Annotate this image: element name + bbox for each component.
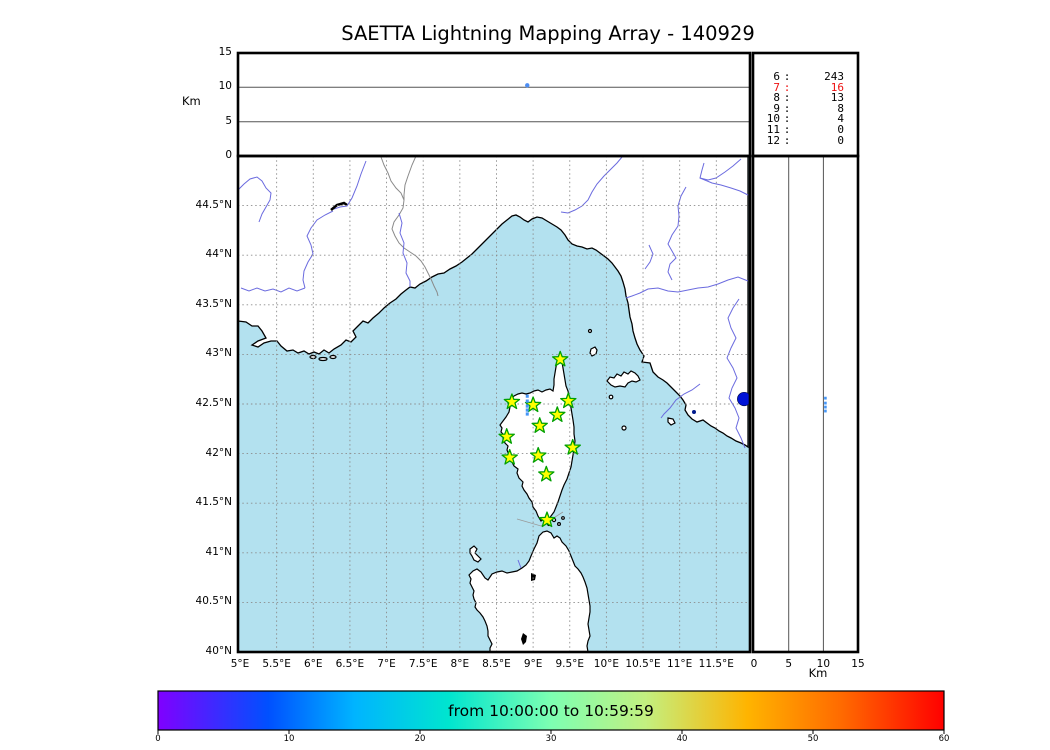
lma-station-star [560, 392, 577, 409]
lma-station-star [501, 448, 518, 465]
lon-tick-label: 10°E [593, 658, 620, 670]
source-count-row: 10:4 [766, 112, 844, 126]
giglio [667, 417, 676, 426]
right-panel-xtick: 15 [851, 658, 865, 670]
right-panel-xtick: 0 [750, 658, 758, 670]
right-panel-xtick: 10 [816, 658, 831, 670]
lon-tick-label: 8°E [450, 658, 470, 670]
lma-station-star [538, 465, 555, 482]
lon-tick-label: 7°E [377, 658, 396, 670]
lon-tick-label: 10.5°E [625, 658, 661, 670]
source-count-row: 8:13 [773, 91, 844, 105]
colorbar-tick-label: 10 [283, 734, 295, 744]
altitude-latitude-point [824, 409, 827, 413]
lma-station-star [503, 393, 521, 410]
lightning-source [525, 412, 529, 416]
source-count-row: 7:16 [773, 80, 844, 94]
lon-tick-label: 11.5°E [698, 658, 734, 670]
lon-tick-label: 7.5°E [408, 658, 438, 670]
gorgona [587, 328, 593, 334]
top-panel-ytick: 10 [218, 80, 232, 93]
top-panel-ytick: 15 [218, 45, 232, 58]
lon-tick-label: 6°E [303, 658, 323, 670]
altitude-longitude-point [525, 83, 530, 88]
lat-tick-label: 40.5°N [195, 595, 232, 608]
maddalena-islet [556, 521, 561, 526]
lma-station-star [538, 511, 556, 528]
lat-tick-label: 40°N [205, 645, 232, 657]
right-panel-xlabel: Km [808, 666, 828, 680]
colorbar-tick-label: 30 [545, 734, 557, 744]
edge-flash-marker [737, 391, 750, 407]
lon-tick-label: 6.5°E [335, 658, 365, 670]
source-count-row: 9:8 [773, 101, 844, 115]
lat-tick-label: 44°N [205, 248, 232, 261]
montecristo [621, 425, 627, 431]
altitude-longitude-panel [238, 53, 750, 156]
top-panel-ylabel: Km [182, 94, 201, 108]
lightning-source [525, 404, 529, 408]
lma-station-star [549, 406, 566, 423]
figure-title: SAETTA Lightning Mapping Array - 140929 [341, 22, 755, 45]
lat-tick-label: 43°N [205, 347, 232, 360]
source-count-row: 6:243 [773, 70, 844, 83]
lightning-source [525, 408, 529, 412]
panel-frames [236, 51, 860, 654]
right-panel-xtick: 5 [785, 658, 792, 670]
time-colorbar [157, 690, 945, 734]
map-gridlines [238, 156, 750, 652]
top-panel-ytick: 0 [225, 149, 232, 161]
strait-line [516, 511, 564, 527]
lon-tick-label: 9.5°E [555, 658, 585, 670]
lakes [330, 201, 696, 645]
altitude-latitude-panel [753, 156, 858, 652]
source-count-row: 12:0 [766, 133, 844, 147]
corsica [499, 356, 576, 522]
altitude-latitude-point [824, 396, 827, 400]
source-count-row: 11:0 [766, 122, 844, 136]
lat-tick-label: 41.5°N [195, 496, 232, 509]
country-border [380, 156, 439, 297]
colorbar-tick-label: 50 [807, 734, 819, 744]
sardinia [468, 530, 591, 652]
lightning-source [525, 399, 529, 403]
hyeres-island [309, 354, 317, 360]
colorbar-label: from 10:00:00 to 10:59:59 [448, 701, 654, 720]
colorbar-tick-label: 60 [938, 734, 950, 744]
map-panel [238, 156, 750, 652]
source-count-box [753, 53, 858, 156]
altitude-latitude-point [824, 405, 827, 409]
lon-tick-label: 8.5°E [482, 658, 511, 670]
lat-tick-label: 44.5°N [195, 198, 232, 211]
lma-station-star [529, 446, 547, 463]
elba [606, 370, 641, 388]
lma-station-star [531, 417, 548, 433]
lma-station-star [498, 428, 515, 444]
lon-tick-label: 5°E [230, 658, 250, 670]
lat-tick-label: 42°N [205, 446, 232, 459]
asinara [469, 545, 482, 563]
lma-station-star [564, 438, 581, 455]
colorbar-tick-label: 0 [155, 734, 161, 744]
maddalena-islet [561, 516, 565, 520]
islands [309, 328, 676, 652]
lma-station-star [551, 350, 569, 367]
pianosa [608, 394, 614, 400]
lon-tick-label: 11°E [667, 658, 693, 670]
lat-tick-label: 43.5°N [195, 297, 232, 310]
hyeres-island [318, 356, 328, 362]
lat-tick-label: 42.5°N [195, 397, 232, 409]
altitude-latitude-point [824, 401, 827, 405]
top-panel-ytick: 5 [225, 114, 232, 127]
lon-tick-label: 9°E [523, 658, 543, 670]
source-count-rows: 6:243 7:16 8:13 9:8 10:4 11:0 12:0 [760, 70, 844, 147]
colorbar-tick-label: 40 [676, 734, 688, 744]
lon-tick-label: 5.5°E [262, 658, 291, 670]
colorbar-tick-label: 20 [414, 734, 426, 744]
hyeres-island [329, 354, 337, 360]
lightning-source [525, 394, 529, 398]
lat-tick-label: 41°N [205, 545, 232, 558]
